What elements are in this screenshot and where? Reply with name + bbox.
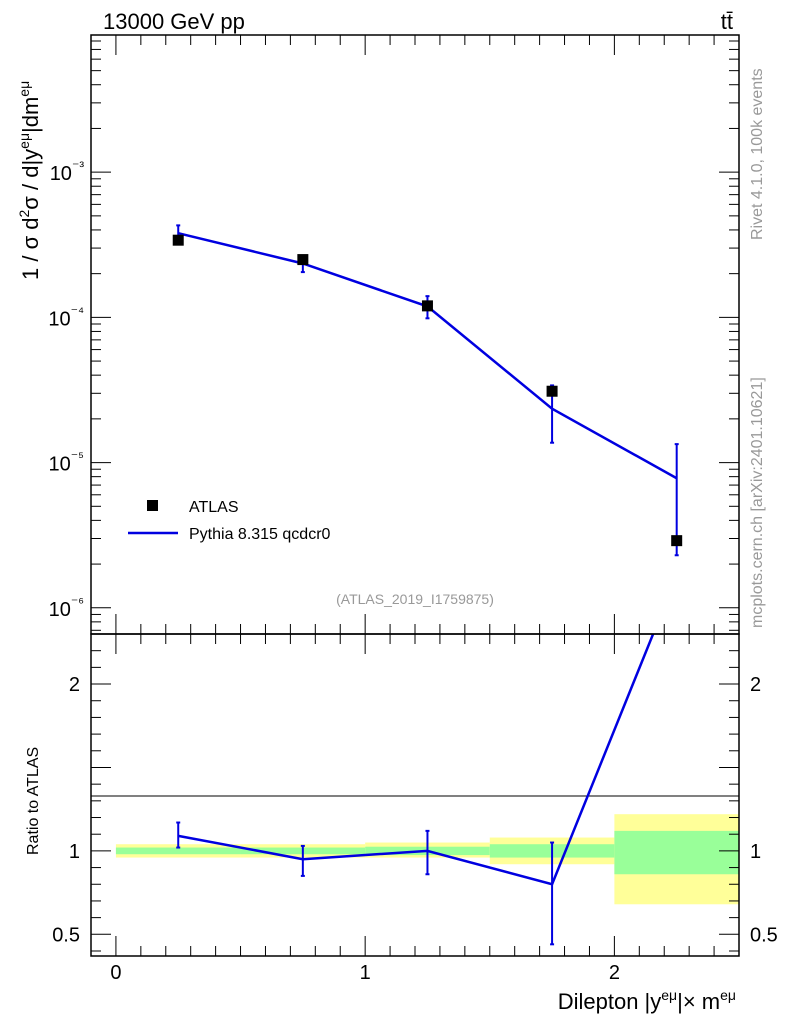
main-y-axis-title: 1 / σ d2σ / d|yeμ|dmeμ [16,81,43,280]
mc-line [177,231,678,480]
ratio-ytick-label-right-1: 1 [750,841,761,863]
ratio-ytick-label-right-2: 2 [750,674,761,696]
xtick-label-2: 2 [609,962,620,984]
mcplots-label: mcplots.cern.ch [arXiv:2401.10621] [749,377,766,628]
main-frame [90,34,740,635]
ratio-frame [90,633,740,957]
data-point-2 [421,300,433,312]
data-point-3 [546,385,558,397]
legend-label-pythia: Pythia 8.315 qcdcr0 [189,526,331,543]
ratio-ytick-label-left-2: 2 [69,674,80,696]
data-point-1 [297,254,309,266]
ratio-y-axis-title: Ratio to ATLAS [25,747,42,855]
rivet-label: Rivet 4.1.0, 100k events [749,68,766,240]
xtick-label-1: 1 [360,962,371,984]
main-ytick-label-0: 10⁻⁶ [49,594,84,621]
x-axis-title: Dilepton |yeμ|× meμ [558,987,736,1014]
band-inner-0 [115,847,241,855]
data-point-0 [172,234,184,246]
legend-marker-atlas [147,500,158,511]
legend-label-atlas: ATLAS [189,499,239,516]
analysis-watermark: (ATLAS_2019_I1759875) [336,591,494,607]
data-point-4 [671,535,683,547]
process-label: tt̄ [721,9,733,34]
main-ytick-label-3: 10⁻³ [50,158,85,185]
ratio-plot-marks [176,634,655,946]
main-plot-marks [172,224,683,557]
main-ytick-label-2: 10⁻⁴ [48,303,84,330]
energy-label: 13000 GeV pp [103,9,245,34]
legend: ATLAS Pythia 8.315 qcdcr0 [128,499,331,543]
axes: 10⁻⁶ 10⁻⁵ 10⁻⁴ 10⁻³ 0.5 0.5 1 1 2 2 0 1 2 [48,35,778,984]
ratio-ytick-label-left-0: 0.5 [52,924,80,946]
main-ytick-label-1: 10⁻⁵ [49,449,84,476]
ratio-ytick-label-left-1: 1 [69,841,80,863]
band-inner-4 [614,830,739,875]
xtick-label-0: 0 [110,962,121,984]
ratio-ytick-label-right-0: 0.5 [750,924,778,946]
